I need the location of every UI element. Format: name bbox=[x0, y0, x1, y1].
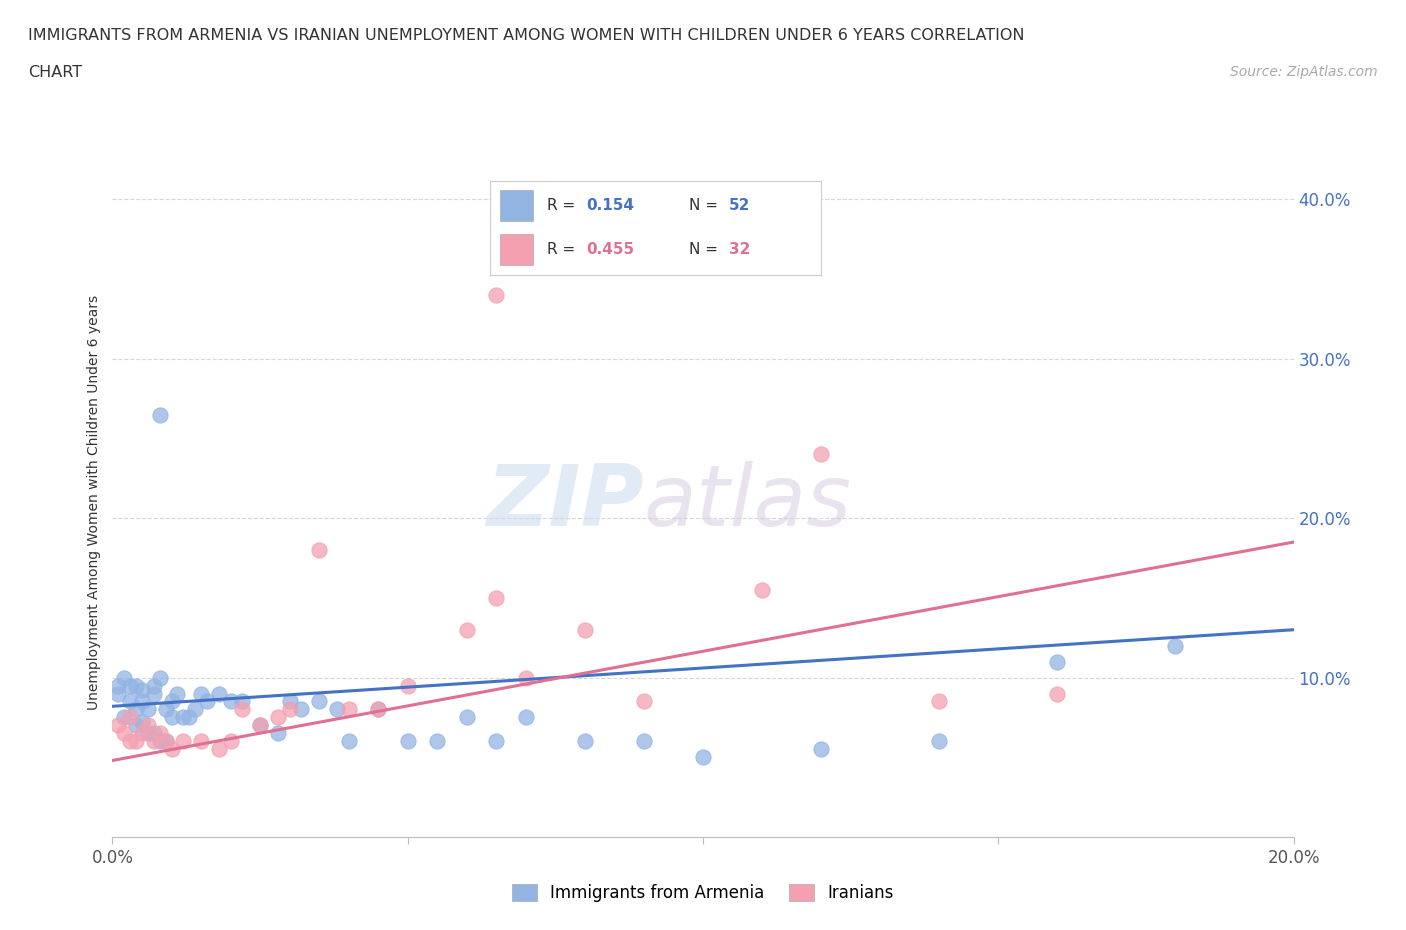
Y-axis label: Unemployment Among Women with Children Under 6 years: Unemployment Among Women with Children U… bbox=[87, 295, 101, 710]
Text: ZIP: ZIP bbox=[486, 460, 644, 544]
Point bbox=[208, 742, 231, 757]
Point bbox=[107, 686, 129, 701]
Point bbox=[155, 734, 177, 749]
Point bbox=[485, 287, 508, 302]
Point bbox=[136, 702, 159, 717]
Point bbox=[574, 622, 596, 637]
Point bbox=[125, 734, 148, 749]
Point bbox=[1046, 654, 1069, 669]
Point bbox=[155, 702, 177, 717]
Point bbox=[136, 718, 159, 733]
Point bbox=[928, 734, 950, 749]
Point bbox=[810, 447, 832, 462]
Point bbox=[231, 702, 253, 717]
Point bbox=[155, 734, 177, 749]
Text: atlas: atlas bbox=[644, 460, 852, 544]
Point bbox=[160, 694, 183, 709]
Legend: Immigrants from Armenia, Iranians: Immigrants from Armenia, Iranians bbox=[505, 878, 901, 909]
Point bbox=[633, 734, 655, 749]
Point bbox=[136, 726, 159, 741]
Point bbox=[456, 710, 478, 724]
Point bbox=[928, 694, 950, 709]
Point bbox=[142, 734, 165, 749]
Point bbox=[337, 734, 360, 749]
Point bbox=[485, 591, 508, 605]
Point bbox=[107, 718, 129, 733]
Point bbox=[112, 726, 135, 741]
Point bbox=[231, 694, 253, 709]
Point bbox=[131, 683, 153, 698]
Point bbox=[426, 734, 449, 749]
Point bbox=[179, 710, 201, 724]
Point bbox=[184, 702, 207, 717]
Point bbox=[515, 710, 537, 724]
Point bbox=[149, 726, 172, 741]
Point bbox=[337, 702, 360, 717]
Point bbox=[125, 718, 148, 733]
Point bbox=[172, 710, 194, 724]
Point bbox=[396, 734, 419, 749]
Point bbox=[190, 686, 212, 701]
Point bbox=[326, 702, 349, 717]
Point bbox=[142, 678, 165, 693]
Point bbox=[142, 726, 165, 741]
Point bbox=[810, 742, 832, 757]
Point bbox=[131, 694, 153, 709]
Point bbox=[308, 542, 330, 557]
Point bbox=[249, 718, 271, 733]
Point bbox=[290, 702, 312, 717]
Point bbox=[219, 734, 242, 749]
Point bbox=[120, 694, 142, 709]
Point bbox=[574, 734, 596, 749]
Point bbox=[308, 694, 330, 709]
Point bbox=[692, 750, 714, 764]
Point bbox=[142, 686, 165, 701]
Point bbox=[112, 671, 135, 685]
Point bbox=[166, 686, 188, 701]
Point bbox=[267, 726, 290, 741]
Point bbox=[249, 718, 271, 733]
Point bbox=[396, 678, 419, 693]
Point bbox=[267, 710, 290, 724]
Point bbox=[751, 582, 773, 597]
Text: CHART: CHART bbox=[28, 65, 82, 80]
Point bbox=[1046, 686, 1069, 701]
Point bbox=[149, 671, 172, 685]
Point bbox=[1164, 638, 1187, 653]
Point bbox=[125, 702, 148, 717]
Point bbox=[485, 734, 508, 749]
Point bbox=[190, 734, 212, 749]
Point bbox=[107, 678, 129, 693]
Point bbox=[160, 710, 183, 724]
Point bbox=[160, 742, 183, 757]
Point bbox=[120, 678, 142, 693]
Point bbox=[125, 678, 148, 693]
Point bbox=[172, 734, 194, 749]
Point bbox=[112, 710, 135, 724]
Point bbox=[208, 686, 231, 701]
Text: Source: ZipAtlas.com: Source: ZipAtlas.com bbox=[1230, 65, 1378, 79]
Point bbox=[120, 710, 142, 724]
Point bbox=[515, 671, 537, 685]
Point bbox=[278, 694, 301, 709]
Text: IMMIGRANTS FROM ARMENIA VS IRANIAN UNEMPLOYMENT AMONG WOMEN WITH CHILDREN UNDER : IMMIGRANTS FROM ARMENIA VS IRANIAN UNEMP… bbox=[28, 28, 1025, 43]
Point bbox=[149, 407, 172, 422]
Point bbox=[633, 694, 655, 709]
Point bbox=[131, 726, 153, 741]
Point bbox=[120, 734, 142, 749]
Point bbox=[278, 702, 301, 717]
Point bbox=[219, 694, 242, 709]
Point bbox=[149, 734, 172, 749]
Point bbox=[195, 694, 218, 709]
Point bbox=[367, 702, 389, 717]
Point bbox=[456, 622, 478, 637]
Point bbox=[367, 702, 389, 717]
Point bbox=[131, 715, 153, 730]
